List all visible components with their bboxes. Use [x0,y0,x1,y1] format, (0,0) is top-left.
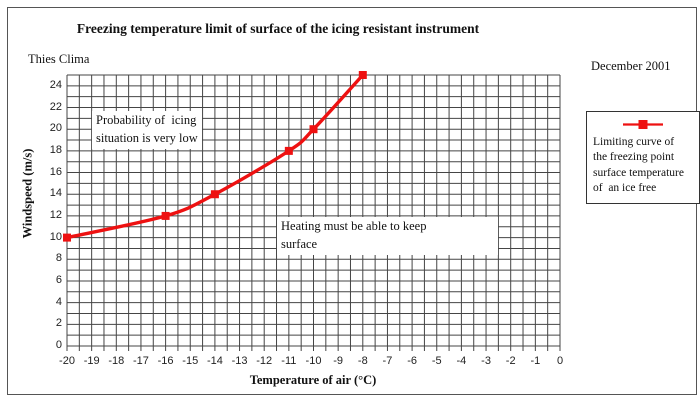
legend-label-line4: of an ice free [593,181,657,194]
y-tick-label: 24 [49,78,62,91]
x-tick-label: -7 [382,355,393,367]
x-tick-label: 0 [556,355,564,367]
legend-curve-marker-icon [623,120,663,129]
x-tick-label: -10 [305,355,322,367]
y-tick-label: 14 [49,187,62,200]
legend-label-line2: the freezing point [593,151,675,164]
x-tick-label: -8 [357,355,368,367]
y-tick-label: 2 [55,317,62,330]
vendor-label: Thies Clima [28,52,90,66]
y-axis-title: Windspeed (m/s) [20,148,35,239]
plot-area: Probability of icing situation is very l… [63,71,561,351]
x-tick-label: -9 [333,355,344,367]
x-tick-label: -2 [505,355,516,367]
x-tick-label: -1 [530,355,541,367]
x-tick-label: -13 [231,355,248,367]
y-tick-label: 16 [49,165,62,178]
x-tick-label: -15 [182,355,199,367]
y-tick-label: 8 [55,252,62,265]
x-tick-label: -20 [59,355,75,367]
curve-markers [63,71,367,242]
x-axis-title: Temperature of air (°C) [249,373,377,387]
date-label: December 2001 [591,59,671,73]
x-tick-label: -16 [157,355,174,367]
y-tick-label: 22 [49,100,62,113]
y-tick-label: 20 [49,122,62,135]
y-tick-label: 0 [55,339,62,351]
x-tick-label: -19 [83,355,100,367]
x-tick-label: -6 [407,355,417,367]
x-tick-label: -12 [256,355,273,367]
x-tick-label: -5 [431,355,442,367]
annotation-probability-line2: situation is very low [96,130,198,145]
legend-box: Limiting curve of the freezing point sur… [586,111,700,204]
y-tick-label: 18 [49,143,62,156]
x-tick-label: -4 [456,355,467,367]
annotation-probability-line1: Probability of icing [96,113,197,127]
annotation-heating-line1: Heating must be able to keep [281,219,427,233]
chart-title: Freezing temperature limit of surface of… [76,21,480,36]
y-tick-label: 4 [55,295,62,308]
annotation-heating: Heating must be able to keep surface [277,217,498,255]
chart-frame: Freezing temperature limit of surface of… [7,7,700,395]
x-tick-label: -14 [206,355,223,367]
x-tick-label: -3 [481,355,491,367]
annotation-probability: Probability of icing situation is very l… [92,111,202,149]
x-tick-label: -17 [132,355,149,367]
legend-label-line3: surface temperature [593,166,684,179]
legend-label-line1: Limiting curve of [593,136,675,148]
y-tick-label: 12 [49,208,62,221]
x-tick-label: -18 [108,355,125,367]
annotation-heating-line2: surface [281,236,318,251]
y-tick-label: 6 [55,273,62,286]
x-axis-ticks [66,346,561,351]
x-tick-label: -11 [281,355,297,367]
y-tick-label: 10 [49,230,62,243]
